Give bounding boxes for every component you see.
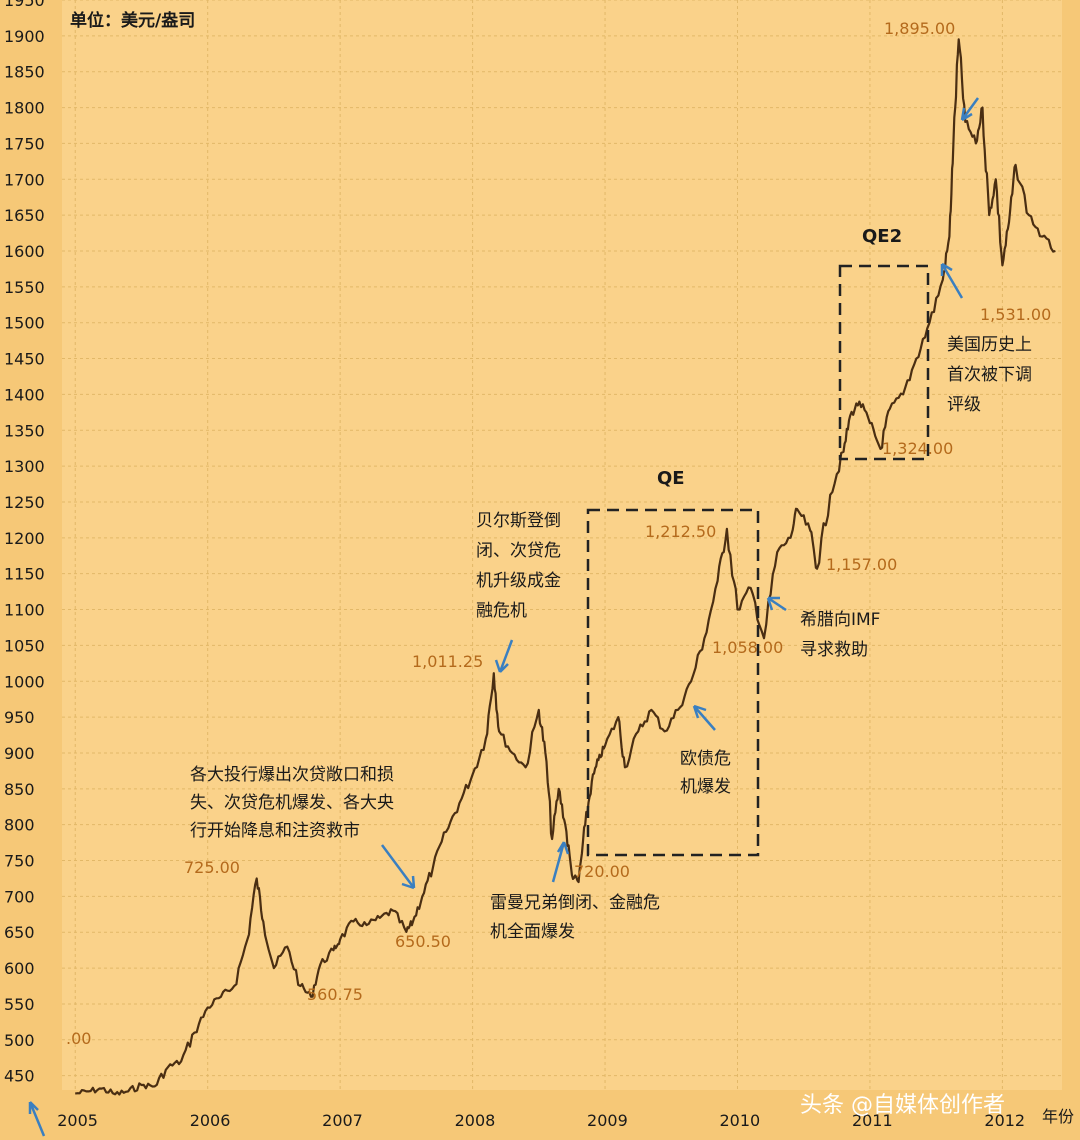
svg-text:希腊向IMF: 希腊向IMF [800, 610, 880, 630]
qe2-label: QE2 [862, 226, 902, 247]
y-tick-label: 850 [4, 780, 35, 799]
x-tick-label: 2011 [852, 1111, 893, 1130]
svg-text:行开始降息和注资救市: 行开始降息和注资救市 [190, 821, 360, 841]
annotation-lehman: 雷曼兄弟倒闭、金融危 机全面爆发 [490, 893, 660, 942]
svg-text:欧债危: 欧债危 [680, 749, 731, 769]
x-axis-label: 年份 [1042, 1107, 1074, 1126]
value-label-720: 720.00 [574, 862, 630, 881]
annotation-greece: 希腊向IMF 寻求救助 [800, 610, 880, 660]
svg-text:寻求救助: 寻求救助 [800, 640, 868, 660]
y-tick-label: 1400 [4, 385, 45, 404]
value-label-560: 560.75 [307, 985, 363, 1004]
x-tick-label: 2006 [190, 1111, 231, 1130]
annotation-subprime: 各大投行爆出次贷敞口和损 失、次贷危机爆发、各大央 行开始降息和注资救市 [190, 765, 394, 841]
annotation-euro-debt: 欧债危 机爆发 [680, 749, 731, 797]
y-tick-label: 1350 [4, 421, 45, 440]
y-tick-label: 1550 [4, 278, 45, 297]
y-tick-label: 1500 [4, 314, 45, 333]
svg-text:贝尔斯登倒: 贝尔斯登倒 [476, 511, 561, 531]
value-label-1157: 1,157.00 [826, 555, 897, 574]
annotation-bear-stearns: 贝尔斯登倒 闭、次贷危 机升级成金 融危机 [476, 511, 561, 621]
y-tick-label: 650 [4, 923, 35, 942]
gold-price-line [75, 38, 1056, 1096]
y-tick-label: 1600 [4, 242, 45, 261]
watermark: 头条 @自媒体创作者 [800, 1093, 1005, 1118]
svg-text:机全面爆发: 机全面爆发 [490, 922, 575, 942]
y-tick-label: 600 [4, 959, 35, 978]
x-tick-label: 2005 [57, 1111, 98, 1130]
y-tick-label: 1800 [4, 99, 45, 118]
svg-text:失、次贷危机爆发、各大央: 失、次贷危机爆发、各大央 [190, 793, 394, 813]
x-tick-label: 2009 [587, 1111, 628, 1130]
annotation-arrows [28, 97, 980, 1137]
svg-text:融危机: 融危机 [476, 601, 527, 621]
y-tick-label: 450 [4, 1067, 35, 1086]
y-tick-label: 1450 [4, 350, 45, 369]
x-tick-label: 2007 [322, 1111, 363, 1130]
y-tick-label: 1900 [4, 27, 45, 46]
svg-text:机升级成金: 机升级成金 [476, 571, 561, 591]
y-tick-label: 1150 [4, 565, 45, 584]
y-tick-label: 1200 [4, 529, 45, 548]
y-tick-label: 750 [4, 852, 35, 871]
value-label-start: .00 [66, 1029, 91, 1048]
value-label-725: 725.00 [184, 858, 240, 877]
plot-area [62, 0, 1062, 1090]
value-label-1895: 1,895.00 [884, 19, 955, 38]
y-tick-label: 1100 [4, 601, 45, 620]
y-tick-label: 550 [4, 995, 35, 1014]
y-tick-label: 1750 [4, 134, 45, 153]
x-tick-label: 2010 [719, 1111, 760, 1130]
unit-label: 单位：美元/盎司 [70, 10, 195, 31]
y-tick-label: 1000 [4, 672, 45, 691]
y-tick-label: 1250 [4, 493, 45, 512]
svg-text:首次被下调: 首次被下调 [947, 365, 1032, 385]
y-tick-label: 500 [4, 1031, 35, 1050]
svg-text:雷曼兄弟倒闭、金融危: 雷曼兄弟倒闭、金融危 [490, 893, 660, 913]
y-tick-label: 1650 [4, 206, 45, 225]
y-tick-label: 800 [4, 816, 35, 835]
y-tick-label: 1050 [4, 636, 45, 655]
y-tick-label: 1300 [4, 457, 45, 476]
y-tick-label: 950 [4, 708, 35, 727]
svg-text:闭、次贷危: 闭、次贷危 [476, 541, 561, 561]
value-label-1212: 1,212.50 [645, 522, 716, 541]
qe-label: QE [657, 468, 685, 489]
y-tick-label: 900 [4, 744, 35, 763]
svg-text:机爆发: 机爆发 [680, 777, 731, 797]
y-tick-label: 1850 [4, 63, 45, 82]
svg-text:评级: 评级 [947, 395, 981, 415]
value-label-1058: 1,058.00 [712, 638, 783, 657]
x-tick-label: 2008 [455, 1111, 496, 1130]
y-tick-label: 700 [4, 887, 35, 906]
qe-box [586, 508, 760, 857]
value-label-650: 650.50 [395, 932, 451, 951]
y-tick-label: 1950 [4, 0, 45, 10]
svg-text:各大投行爆出次贷敞口和损: 各大投行爆出次贷敞口和损 [190, 765, 394, 785]
value-label-1531: 1,531.00 [980, 305, 1051, 324]
annotation-us-downgrade: 美国历史上 首次被下调 评级 [947, 335, 1032, 415]
value-label-1324: 1,324.00 [882, 439, 953, 458]
x-tick-label: 2012 [984, 1111, 1025, 1130]
y-tick-label: 1700 [4, 170, 45, 189]
value-label-1011: 1,011.25 [412, 652, 483, 671]
qe2-box [838, 264, 930, 461]
svg-text:美国历史上: 美国历史上 [947, 335, 1032, 355]
